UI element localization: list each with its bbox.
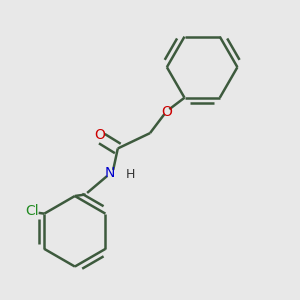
Text: O: O — [161, 105, 172, 119]
Text: N: N — [105, 166, 115, 180]
Text: O: O — [94, 128, 105, 142]
Text: Cl: Cl — [25, 204, 39, 218]
Text: H: H — [125, 168, 135, 181]
